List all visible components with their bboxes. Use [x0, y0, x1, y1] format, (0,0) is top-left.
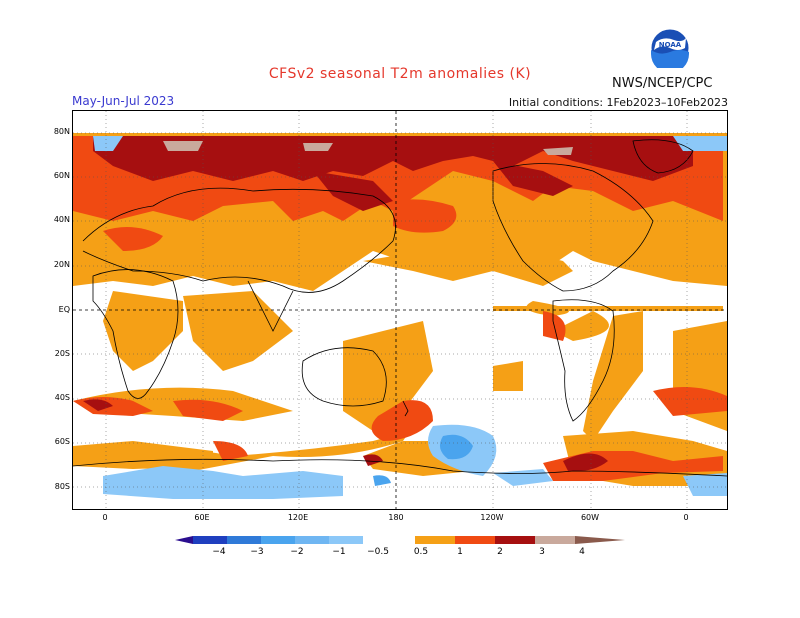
lon-label-60w: 60W [580, 513, 600, 522]
colorbar-label: 0.5 [413, 547, 429, 557]
agency-label: NWS/NCEP/CPC [612, 76, 713, 91]
colorbar-swatch-2 [227, 536, 261, 544]
colorbar-label: 1 [457, 547, 463, 557]
graticule [73, 111, 727, 509]
anomaly-map [72, 110, 728, 510]
lon-label-120e: 120E [287, 513, 309, 522]
anomaly-field-warm-extreme [163, 141, 573, 155]
colorbar-label: −3 [250, 547, 264, 557]
colorbar-min-arrow [175, 536, 193, 544]
lat-label-20n: 20N [53, 260, 70, 269]
lat-label-40s: 40S [54, 393, 70, 402]
lon-label-0-east: 0 [683, 513, 689, 522]
colorbar-swatch-9 [535, 536, 575, 544]
lon-label-120w: 120W [480, 513, 504, 522]
colorbar-swatch-1 [193, 536, 227, 544]
colorbar-swatch-neutral [363, 536, 415, 544]
anomaly-field-warm-strong [83, 136, 693, 472]
lat-label-80s: 80S [54, 482, 70, 491]
colorbar-label: −0.5 [367, 547, 389, 557]
colorbar-swatch-8 [495, 536, 535, 544]
anomaly-field-cool-moderate [373, 434, 473, 486]
colorbar-label: 4 [579, 547, 585, 557]
coastlines [73, 139, 727, 477]
anomaly-map-svg [73, 111, 727, 509]
lat-label-60s: 60S [54, 437, 70, 446]
lat-label-eq: EQ [58, 305, 70, 314]
lon-label-60e: 60E [194, 513, 210, 522]
noaa-logo-icon: NOAA [650, 28, 690, 68]
colorbar-label: −1 [332, 547, 346, 557]
colorbar-swatch-7 [455, 536, 495, 544]
colorbar-label: −2 [290, 547, 304, 557]
colorbar-label: −4 [212, 547, 226, 557]
colorbar-max-arrow [575, 536, 625, 544]
colorbar-swatch-5 [329, 536, 363, 544]
colorbar-swatch-6 [415, 536, 455, 544]
logo-text: NOAA [659, 41, 682, 49]
lat-label-20s: 20S [54, 349, 70, 358]
lat-label-80n: 80N [53, 127, 70, 136]
lat-label-40n: 40N [53, 215, 70, 224]
initial-conditions: Initial conditions: 1Feb2023–10Feb2023 [508, 96, 728, 109]
colorbar-swatch-4 [295, 536, 329, 544]
colorbar-swatch-3 [261, 536, 295, 544]
colorbar [175, 536, 625, 544]
lon-label-0: 0 [102, 513, 108, 522]
lon-label-180: 180 [388, 513, 404, 522]
lat-label-60n: 60N [53, 171, 70, 180]
chart-title: CFSv2 seasonal T2m anomalies (K) [268, 66, 532, 82]
colorbar-label: 2 [497, 547, 503, 557]
reference-lines [73, 111, 727, 509]
colorbar-label: 3 [539, 547, 545, 557]
forecast-period: May-Jun-Jul 2023 [72, 94, 175, 108]
